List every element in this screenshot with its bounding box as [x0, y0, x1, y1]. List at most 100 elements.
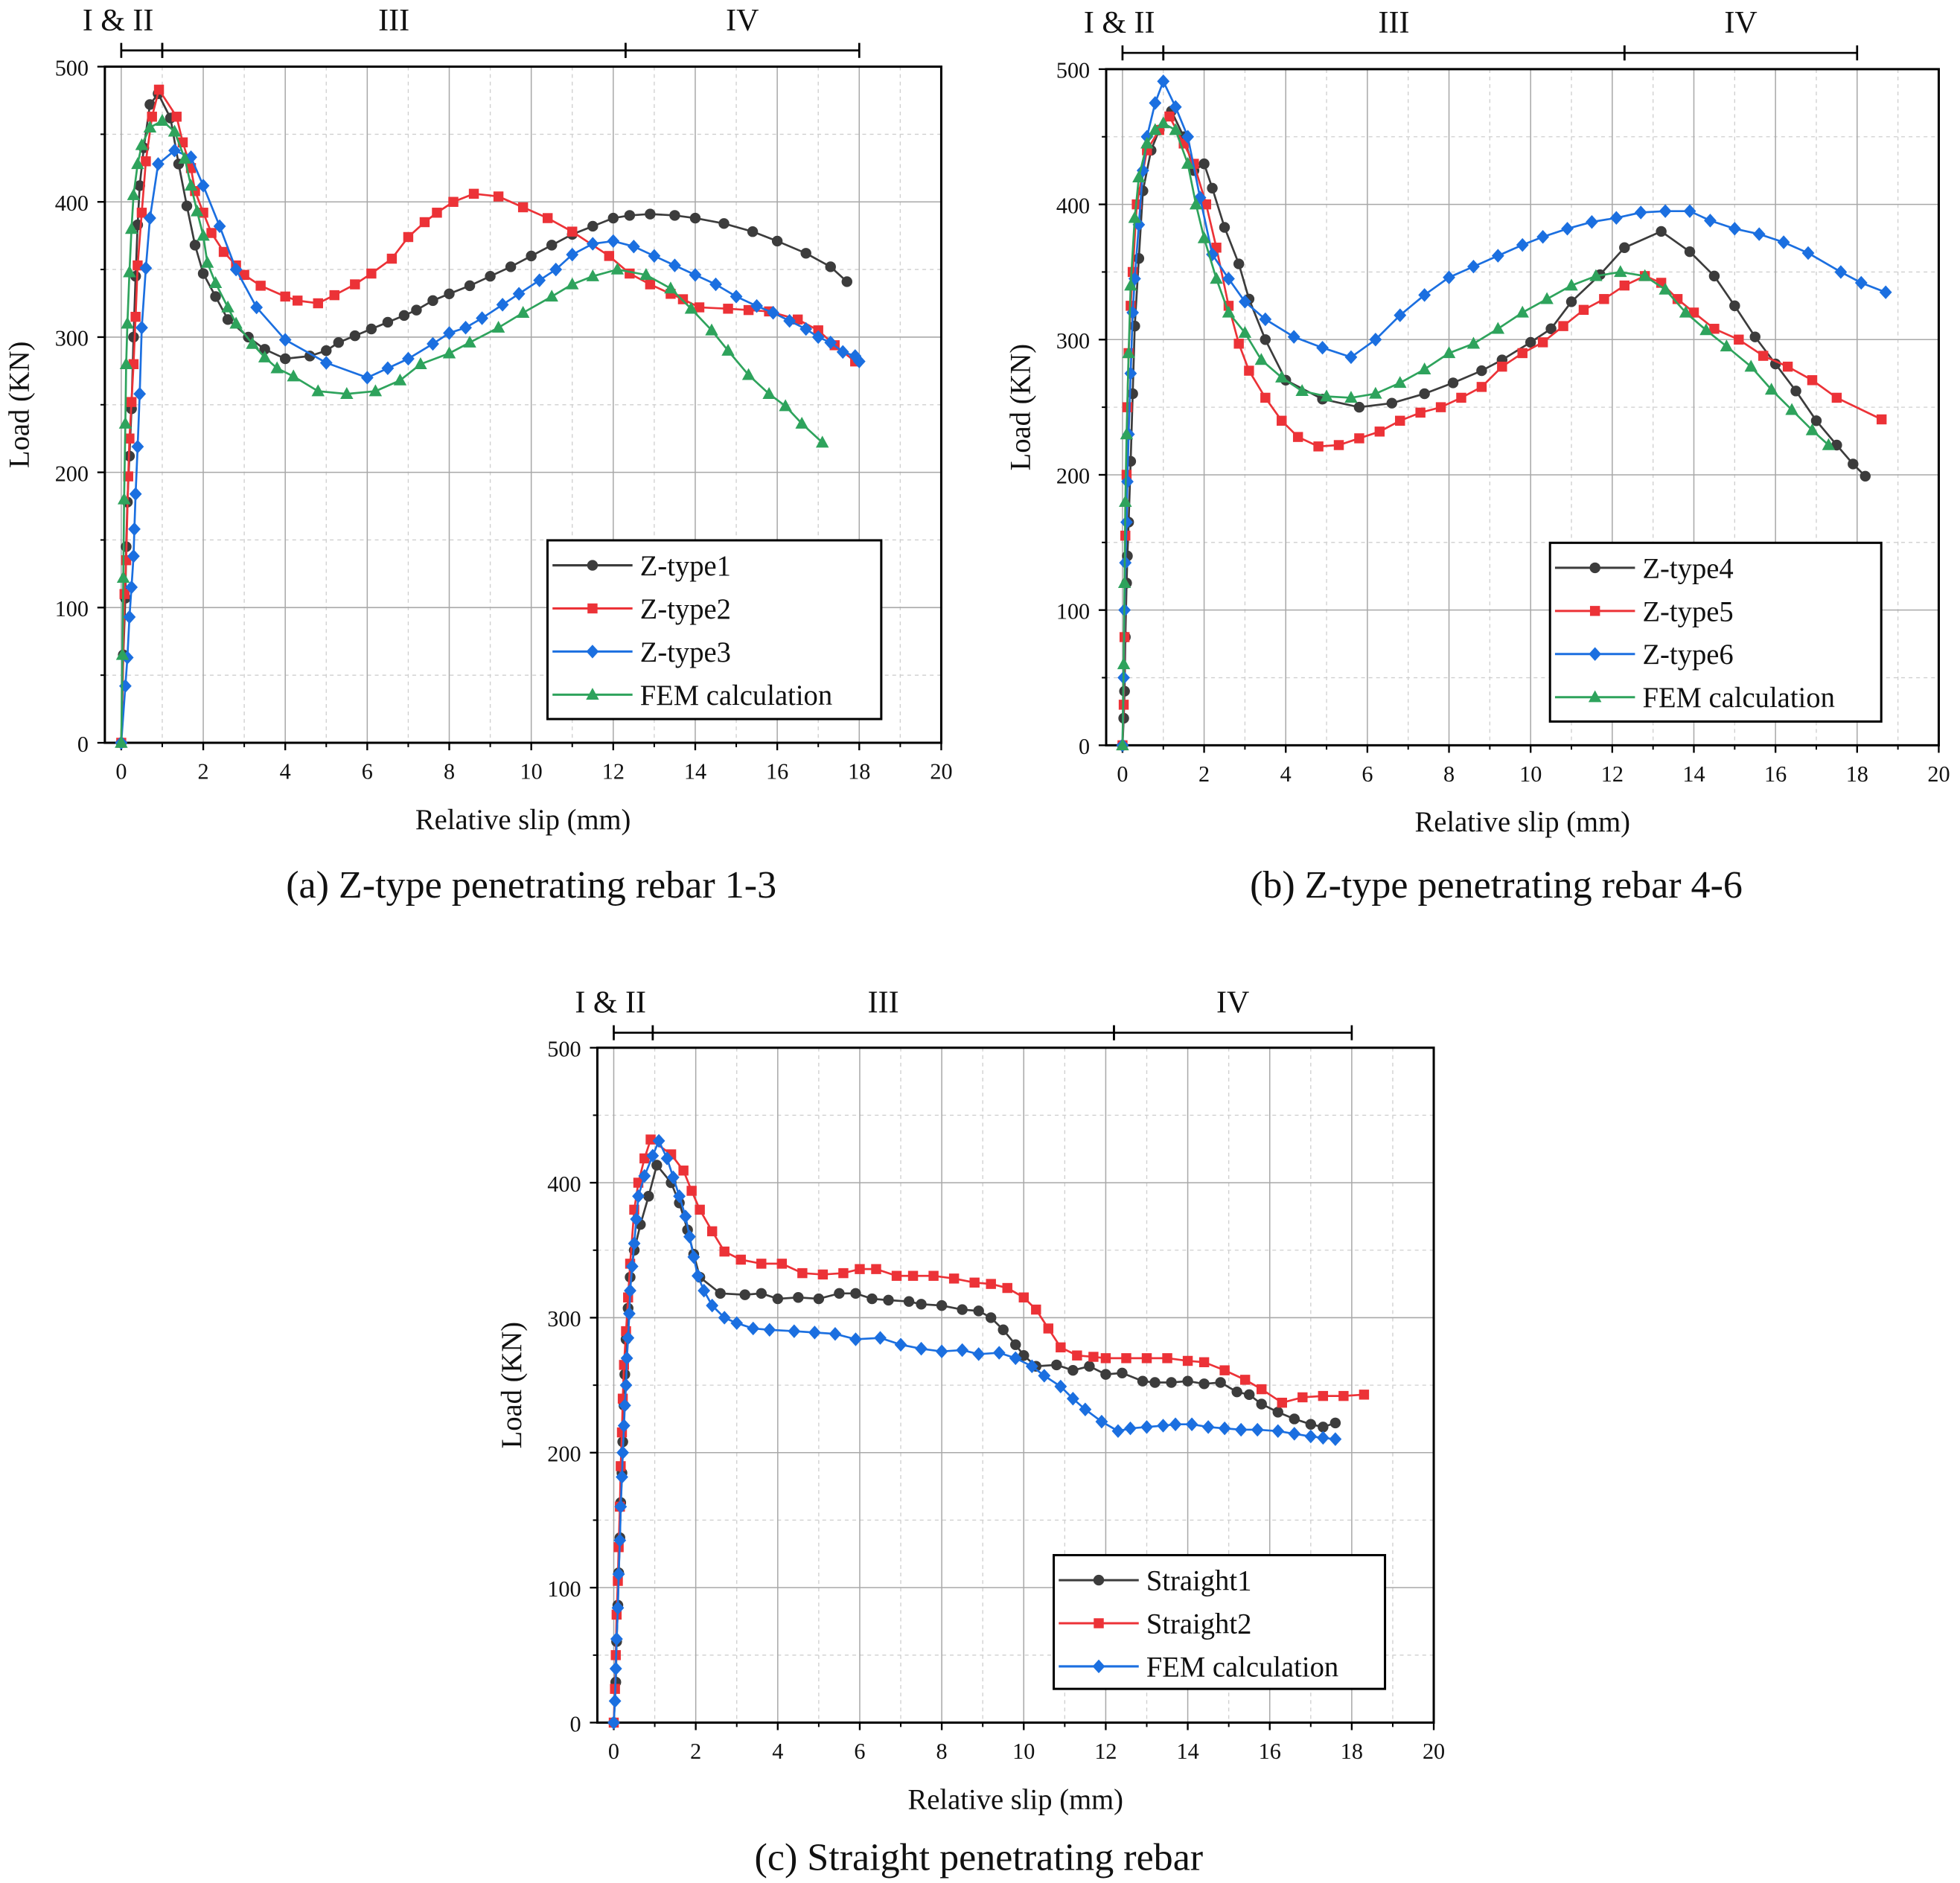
data-point	[1219, 222, 1230, 233]
data-point	[1304, 1429, 1318, 1444]
data-point	[1181, 130, 1195, 144]
legend-box	[1548, 541, 1883, 723]
data-point	[834, 1288, 845, 1299]
data-point	[1338, 1390, 1349, 1401]
data-point	[721, 343, 735, 356]
data-point	[123, 471, 133, 482]
legend-label: Z-type2	[640, 594, 731, 625]
y-tick-label: 300	[547, 1306, 581, 1331]
data-point	[1734, 334, 1744, 345]
x-tick-label: 12	[1601, 761, 1624, 787]
data-point	[1260, 392, 1271, 403]
data-point	[1659, 282, 1672, 295]
data-point	[135, 138, 149, 150]
data-point	[750, 298, 763, 313]
data-point	[533, 273, 546, 287]
series-line	[120, 92, 848, 744]
data-point	[1277, 1397, 1287, 1408]
data-point	[643, 1191, 654, 1202]
data-point	[1166, 1377, 1177, 1388]
data-point	[386, 253, 398, 264]
y-axis-label: Load (KN)	[4, 342, 35, 468]
data-point	[411, 304, 422, 316]
data-point	[115, 648, 130, 660]
data-point	[689, 212, 701, 224]
data-point	[1295, 384, 1309, 397]
data-point	[669, 210, 680, 221]
data-point	[1095, 1414, 1108, 1429]
data-point	[419, 217, 430, 228]
data-point	[1876, 414, 1887, 425]
data-point	[545, 290, 558, 302]
data-point	[698, 1283, 711, 1298]
x-axis-label: Relative slip (mm)	[907, 1784, 1123, 1815]
legend-marker	[1093, 1574, 1105, 1586]
data-point	[1614, 265, 1627, 278]
legend-marker	[587, 560, 598, 571]
legend-label: FEM calculation	[1642, 682, 1834, 714]
data-point	[1491, 249, 1504, 263]
data-point	[679, 1209, 692, 1224]
data-point	[1801, 246, 1815, 260]
data-point	[763, 1323, 776, 1337]
data-point	[124, 433, 135, 444]
data-point	[792, 314, 803, 325]
data-point	[1018, 1292, 1029, 1302]
data-point	[706, 1298, 719, 1313]
data-point	[1292, 432, 1303, 442]
data-point	[1231, 1386, 1242, 1398]
data-point	[973, 1305, 984, 1317]
data-point	[414, 357, 427, 369]
data-point	[124, 222, 138, 234]
data-point	[610, 1631, 623, 1646]
data-point	[969, 1277, 980, 1288]
x-tick-label: 12	[1094, 1739, 1117, 1764]
data-point	[756, 1288, 767, 1299]
y-tick-label: 400	[1056, 193, 1090, 218]
data-point	[1565, 278, 1578, 291]
series-z-type2	[116, 84, 861, 748]
data-point	[566, 247, 579, 262]
data-point	[1679, 305, 1693, 318]
data-point	[218, 246, 229, 258]
data-point	[648, 249, 661, 263]
data-point	[1010, 1339, 1021, 1350]
data-point	[1117, 1367, 1128, 1379]
data-point	[116, 571, 130, 584]
data-point	[1879, 285, 1892, 299]
legend-marker	[587, 603, 598, 614]
data-point	[485, 270, 496, 282]
data-point	[127, 549, 140, 563]
data-point	[130, 311, 141, 322]
data-point	[838, 1267, 849, 1279]
y-tick-label: 0	[77, 732, 89, 757]
data-point	[1051, 1359, 1062, 1371]
data-point	[1638, 269, 1652, 281]
x-tick-label: 4	[280, 759, 291, 784]
data-point	[772, 1293, 784, 1305]
data-point	[1116, 738, 1129, 751]
data-point	[135, 320, 148, 335]
data-point	[624, 1283, 636, 1298]
data-point	[874, 1331, 887, 1345]
data-point	[1124, 1421, 1137, 1436]
data-point	[366, 268, 377, 279]
data-point	[903, 1296, 915, 1307]
data-point	[956, 1343, 969, 1358]
x-axis-label: Relative slip (mm)	[1414, 807, 1630, 838]
data-point	[333, 336, 345, 348]
data-point	[1002, 1282, 1012, 1294]
x-tick-label: 10	[1519, 761, 1542, 787]
data-point	[1516, 305, 1529, 318]
data-point	[1182, 1355, 1193, 1366]
data-point	[1831, 439, 1842, 451]
data-point	[808, 1326, 821, 1340]
data-point	[1271, 1424, 1285, 1439]
series-line	[613, 1138, 1336, 1723]
x-tick-label: 2	[690, 1739, 701, 1764]
x-tick-label: 16	[1259, 1739, 1281, 1764]
series-fem-calculation	[1116, 116, 1836, 751]
y-tick-label: 500	[1056, 58, 1090, 83]
data-point	[1141, 1353, 1152, 1364]
data-point	[986, 1279, 996, 1289]
